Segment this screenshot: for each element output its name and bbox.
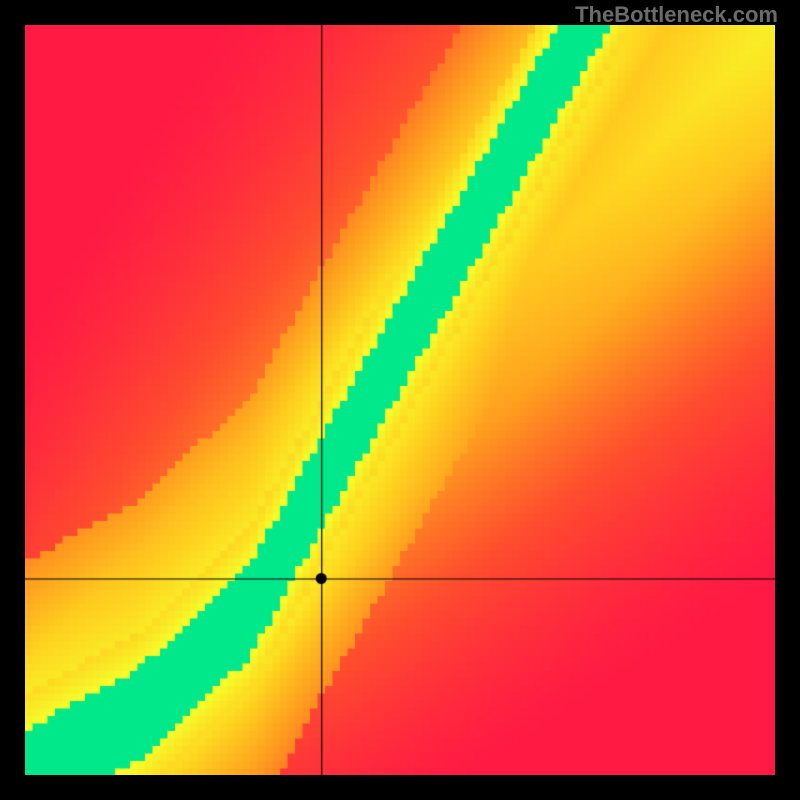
- chart-container: TheBottleneck.com: [0, 0, 800, 800]
- bottleneck-heatmap: [25, 25, 775, 775]
- watermark-text: TheBottleneck.com: [575, 2, 778, 28]
